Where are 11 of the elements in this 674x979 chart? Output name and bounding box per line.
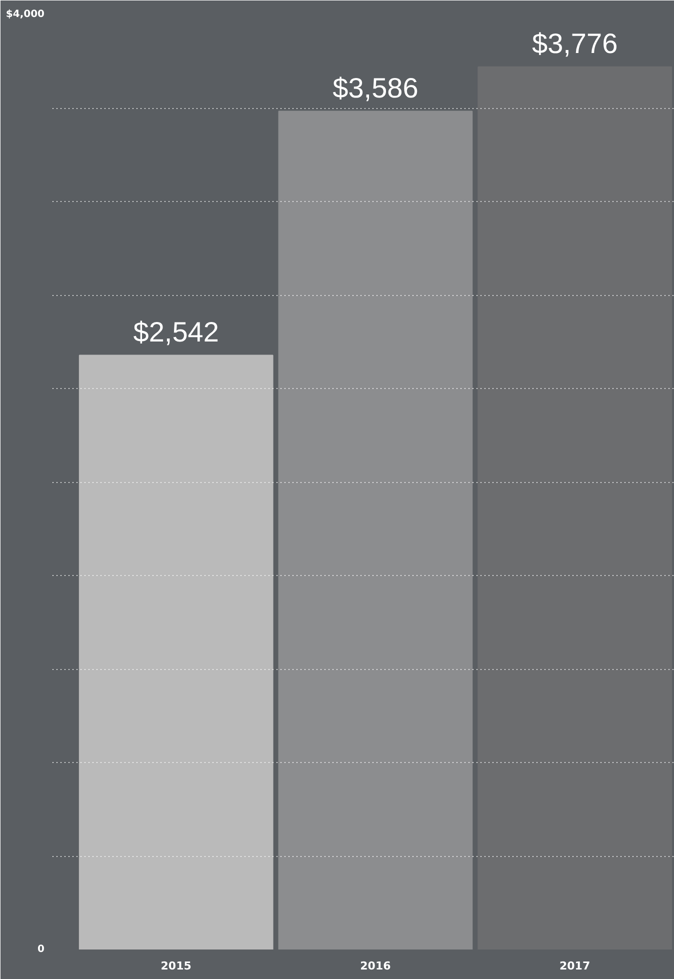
x-tick-label: 2015: [160, 960, 192, 972]
y-tick-label: $4,000: [6, 9, 45, 20]
data-label: $3,776: [532, 28, 618, 59]
data-label: $2,542: [133, 316, 219, 348]
x-tick-label: 2017: [560, 960, 590, 972]
bar: [278, 110, 473, 950]
bar: [78, 354, 274, 950]
bar: [478, 66, 672, 950]
data-label: $3,586: [332, 72, 418, 104]
x-tick-label: 2016: [360, 960, 392, 972]
y-tick-label: 0: [38, 944, 45, 955]
